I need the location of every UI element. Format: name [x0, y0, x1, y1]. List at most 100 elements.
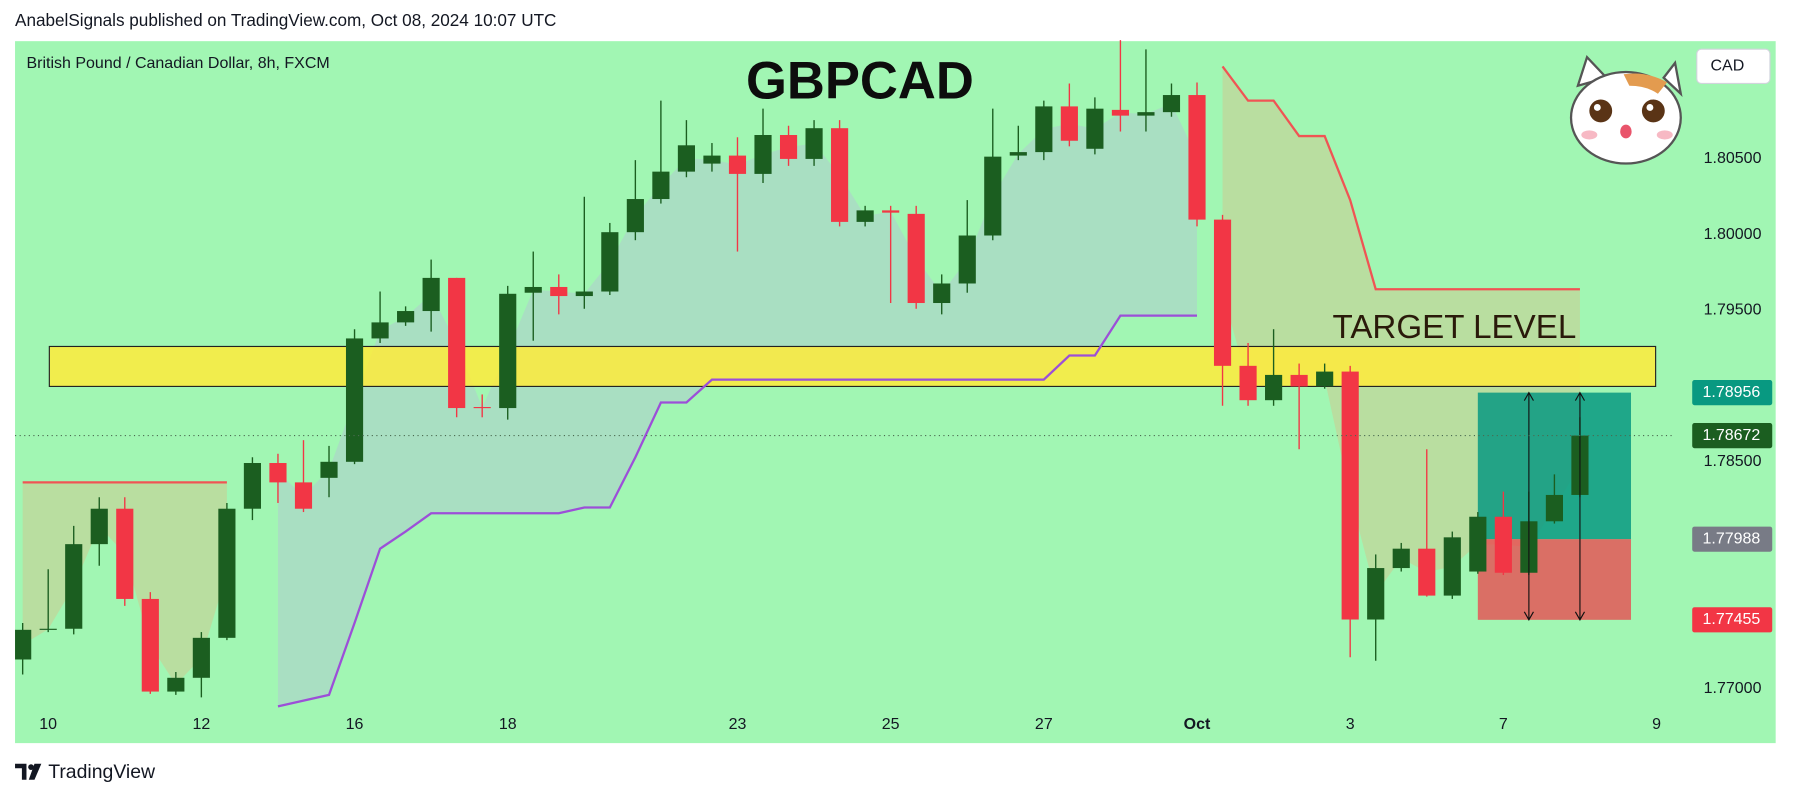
candle-body	[141, 598, 159, 692]
candle-body	[984, 156, 1002, 236]
x-tick-label: 3	[1346, 716, 1355, 733]
price-label-box	[1692, 607, 1773, 633]
candle-body	[448, 277, 466, 409]
price-label-box	[1692, 526, 1773, 552]
y-tick-label: 1.78500	[1704, 453, 1762, 470]
x-tick-label: 9	[1652, 716, 1661, 733]
candle-body	[550, 286, 568, 297]
header: AnabelSignals published on TradingView.c…	[15, 10, 556, 30]
candle-body	[1392, 548, 1410, 569]
indicator-line	[277, 314, 1198, 708]
candle-body	[728, 155, 747, 174]
candle-body	[1060, 106, 1078, 141]
candle-body	[677, 145, 695, 172]
candle-body	[805, 128, 823, 159]
x-tick-label: Oct	[1184, 716, 1211, 733]
candle-body	[1341, 371, 1359, 620]
candle-body	[371, 322, 389, 339]
candle-body	[856, 210, 874, 222]
price-label-box	[1692, 380, 1773, 406]
chart-layers: 1.80500 1.80000 1.79500 1.78500 1.77000 10 12 1…	[15, 40, 1773, 733]
price-label-box	[1692, 423, 1773, 449]
candle-body	[703, 155, 721, 164]
candle-body	[218, 508, 236, 638]
cat-icon	[1569, 54, 1683, 165]
candle-body	[1265, 374, 1283, 401]
candle-body	[473, 407, 491, 409]
price-label: 1.78956	[1703, 384, 1761, 401]
candle-body	[167, 677, 185, 692]
candle-body	[116, 508, 134, 599]
candle-body	[1494, 516, 1512, 573]
candle-body	[652, 171, 670, 200]
annotation: TARGET LEVEL	[1333, 309, 1577, 346]
candle-body	[320, 461, 338, 478]
y-tick-label: 1.79500	[1704, 302, 1762, 319]
y-tick-label: 1.77000	[1704, 680, 1762, 697]
candle-body	[1213, 219, 1232, 366]
price-label: 1.77455	[1703, 611, 1761, 628]
footer-logo	[15, 763, 42, 780]
x-tick-label: 12	[192, 716, 210, 733]
candle-body	[1316, 371, 1334, 387]
x-tick-label: 23	[729, 716, 747, 733]
candle-body	[345, 338, 364, 462]
candle-body	[601, 232, 619, 292]
subtitle: British Pound / Canadian Dollar, 8h, FXC…	[26, 55, 329, 72]
candle-body	[958, 235, 976, 284]
x-tick-label: 25	[882, 716, 900, 733]
candle-body	[90, 508, 108, 545]
candle-body	[1545, 494, 1563, 522]
candle-body	[1469, 516, 1487, 572]
candle-body	[1086, 108, 1104, 149]
x-tick-label: 18	[499, 716, 517, 733]
candle-body	[882, 210, 900, 213]
x-tick-label: 16	[346, 716, 364, 733]
candle-body	[1009, 152, 1027, 156]
candle-body	[397, 311, 415, 323]
candle-body	[1443, 537, 1461, 596]
x-tick-label: 10	[39, 716, 57, 733]
price-label: 1.78672	[1703, 427, 1761, 444]
footer: TradingView	[48, 761, 156, 783]
candle-body	[1035, 106, 1053, 153]
candle-body	[779, 135, 798, 159]
candle-body	[754, 135, 772, 174]
candle-body	[524, 286, 542, 293]
x-tick-label: 7	[1499, 716, 1508, 733]
candle-body	[907, 213, 925, 304]
candle-body	[499, 293, 517, 409]
plot	[15, 40, 1657, 708]
candle-body	[1290, 374, 1308, 387]
candle-body	[269, 463, 287, 483]
candle-body	[933, 283, 951, 304]
candle-body	[831, 128, 849, 222]
candle-body	[1188, 95, 1206, 220]
candle-body	[15, 629, 32, 660]
y-tick-label: 1.80500	[1704, 150, 1762, 167]
candle-body	[1418, 548, 1436, 596]
candle-body	[626, 199, 644, 233]
candle-body	[1137, 112, 1155, 116]
candle-body	[1162, 95, 1181, 113]
candle-body	[39, 628, 57, 630]
currency-label[interactable]: CAD	[1711, 58, 1745, 75]
x-tick-label: 27	[1035, 716, 1053, 733]
candle-body	[192, 637, 210, 678]
indicator-line	[1221, 65, 1580, 291]
currency-button[interactable]	[1696, 48, 1771, 85]
candle-body	[1367, 568, 1385, 620]
candle-body	[294, 482, 313, 509]
candle-body	[1239, 365, 1257, 401]
chart-title: GBPCAD	[746, 51, 974, 110]
price-label: 1.77988	[1703, 530, 1761, 547]
candle-body	[575, 291, 593, 297]
candle-body	[65, 544, 83, 629]
candle-body	[1111, 109, 1129, 116]
y-tick-label: 1.80000	[1704, 226, 1762, 243]
candle-body	[243, 463, 262, 509]
arrow-head	[1574, 391, 1586, 621]
arrow-head	[1523, 391, 1534, 621]
candle-body	[422, 277, 440, 312]
